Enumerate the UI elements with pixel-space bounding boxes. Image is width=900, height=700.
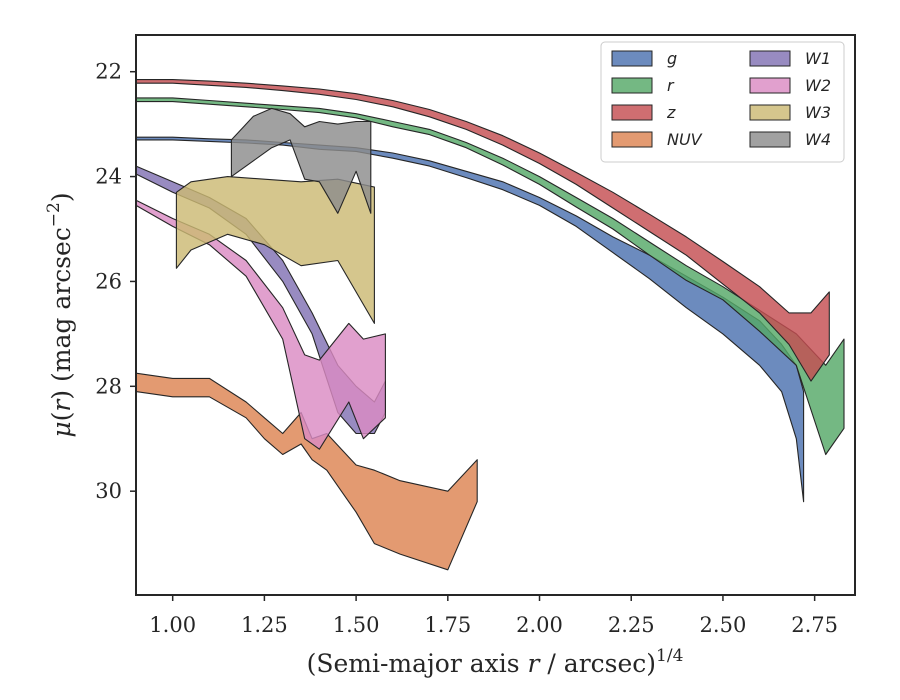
x-axis-label: (Semi-major axis r / arcsec)1/4 — [307, 646, 684, 678]
legend-swatch-z — [611, 104, 653, 121]
band-r — [135, 97, 845, 456]
x-tick-label: 2.00 — [516, 613, 563, 637]
y-tick-label: 26 — [95, 269, 122, 293]
legend: grz NUV W1 W2 W3 W4 — [600, 41, 845, 163]
y-axis-label: μ(r) (mag arcsec−2) — [44, 192, 76, 437]
y-tick-label: 24 — [95, 165, 122, 189]
band-w2 — [135, 199, 386, 450]
legend-swatch-g — [611, 50, 653, 67]
legend-label-r: r — [667, 76, 675, 95]
legend-swatch-w1 — [749, 50, 791, 67]
x-tick-label: 2.75 — [791, 613, 838, 637]
x-tick-label: 2.50 — [700, 613, 747, 637]
legend-swatch-nuv — [611, 131, 653, 148]
x-tick-label: 2.25 — [608, 613, 655, 637]
y-tick-label: 30 — [95, 479, 122, 503]
band-z — [135, 79, 830, 382]
legend-swatch-r — [611, 77, 653, 94]
y-axis-ticks: 22 24 26 28 30 — [95, 60, 136, 503]
series-bands — [135, 79, 845, 571]
legend-swatch-w3 — [749, 104, 791, 121]
legend-label-g: g — [667, 49, 677, 68]
band-w4 — [230, 107, 372, 214]
legend-label-w4: W4 — [805, 130, 831, 149]
band-w3 — [175, 176, 375, 324]
x-tick-label: 1.50 — [333, 613, 380, 637]
band-nuv — [135, 372, 478, 571]
legend-label-nuv: NUV — [667, 130, 703, 149]
plot-frame — [135, 34, 856, 596]
x-tick-label: 1.00 — [149, 613, 196, 637]
legend-label-z: z — [666, 103, 676, 122]
x-axis-ticks: 1.00 1.25 1.50 1.75 2.00 2.25 2.50 2.75 — [149, 595, 838, 637]
x-tick-label: 1.25 — [241, 613, 288, 637]
legend-label-w2: W2 — [805, 76, 831, 95]
y-tick-label: 22 — [95, 60, 122, 84]
x-tick-label: 1.75 — [424, 613, 471, 637]
legend-label-w3: W3 — [805, 103, 831, 122]
legend-label-w1: W1 — [805, 49, 831, 68]
y-tick-label: 28 — [95, 374, 122, 398]
legend-swatch-w2 — [749, 77, 791, 94]
legend-swatch-w4 — [749, 131, 791, 148]
